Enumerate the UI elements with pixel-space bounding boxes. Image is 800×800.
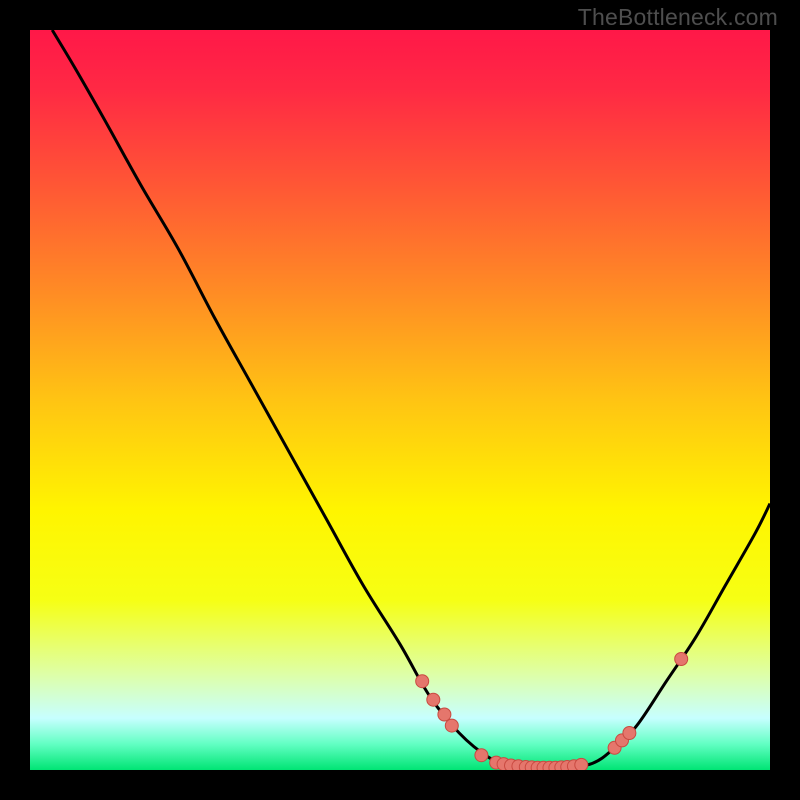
data-point [675, 653, 688, 666]
data-point [416, 675, 429, 688]
data-point [427, 693, 440, 706]
chart-plot-area [30, 30, 770, 770]
data-point [475, 749, 488, 762]
chart-svg [30, 30, 770, 770]
watermark-text: TheBottleneck.com [578, 4, 778, 31]
data-point [438, 708, 451, 721]
data-point [445, 719, 458, 732]
data-point [575, 758, 588, 770]
bottleneck-curve [52, 30, 770, 768]
data-point [623, 727, 636, 740]
